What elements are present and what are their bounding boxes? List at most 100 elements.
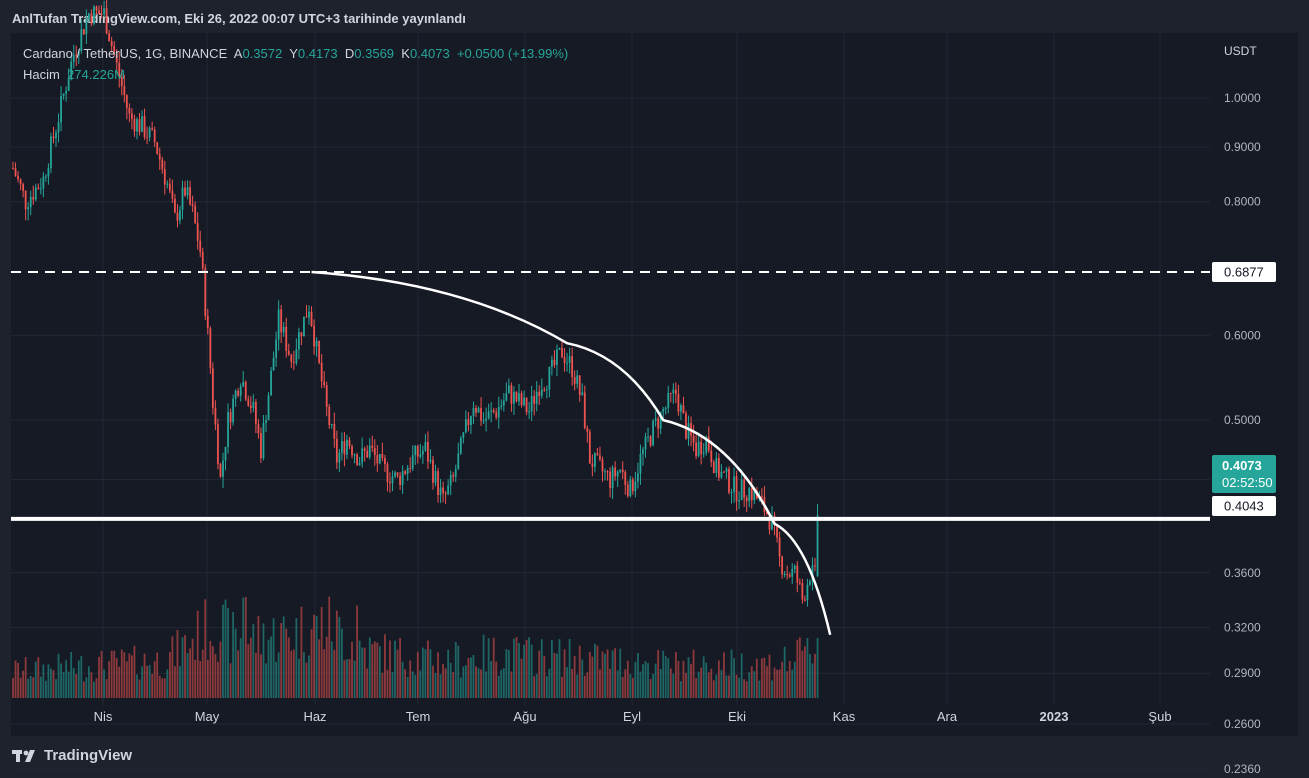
candle-body: [687, 423, 690, 439]
candle-body: [401, 471, 404, 485]
volume-bar: [249, 637, 252, 698]
volume-bar: [335, 610, 338, 698]
volume-bar: [659, 669, 662, 698]
candle-body: [166, 183, 169, 185]
price-axis[interactable]: USDT1.00000.90000.80000.60000.50000.4400…: [1224, 44, 1261, 776]
candle-body: [42, 176, 45, 189]
tradingview-logo[interactable]: TradingView: [12, 747, 132, 764]
candle-body: [419, 454, 422, 457]
volume-bar: [310, 629, 313, 698]
candle-body: [19, 179, 22, 185]
volume-bar: [738, 677, 741, 698]
candle-body: [358, 462, 361, 465]
candle-body: [242, 381, 245, 387]
time-tick-label: Eki: [728, 709, 746, 724]
volume-bar: [535, 673, 538, 698]
volume-bar: [396, 649, 399, 698]
candle-body: [619, 469, 622, 472]
volume-bar: [662, 650, 665, 698]
volume-bar: [497, 675, 500, 698]
candle-body: [472, 407, 475, 417]
volume-bar: [581, 659, 584, 698]
low-value: 0.3569: [354, 46, 395, 61]
change-value: +0.0500 (+13.99%): [456, 46, 569, 61]
volume-bar: [543, 655, 546, 698]
volume-bar: [176, 630, 179, 698]
candle-body: [389, 481, 391, 484]
volume-bar: [414, 674, 417, 698]
volume-bar: [796, 639, 799, 698]
candle-body: [538, 391, 541, 396]
volume-bar: [42, 664, 45, 698]
volume-bar: [287, 637, 290, 698]
candle-body: [586, 428, 589, 432]
candle-body: [75, 54, 78, 56]
candle-body: [788, 574, 791, 577]
volume-bar: [323, 649, 326, 698]
volume-bar: [793, 661, 796, 698]
candle-body: [386, 464, 389, 482]
volume-bar: [391, 671, 394, 698]
volume-bar: [368, 637, 371, 698]
volume-bar: [427, 640, 429, 698]
volume-bar: [712, 680, 715, 698]
volume-bar: [373, 641, 376, 698]
volume-bar: [760, 658, 763, 698]
candle-body: [227, 412, 229, 447]
volume-bar: [77, 660, 80, 698]
candle-body: [338, 452, 341, 463]
candle-body: [487, 411, 490, 419]
volume-bar: [90, 672, 93, 698]
volume-bar: [115, 658, 118, 698]
candle-body: [449, 475, 452, 486]
candle-body: [146, 137, 148, 139]
candle-body: [566, 362, 568, 364]
volume-bar: [27, 678, 30, 698]
volume-bar: [642, 664, 644, 698]
volume-bar: [229, 663, 232, 698]
candle-body: [697, 441, 700, 457]
candle-body: [318, 340, 321, 363]
volume-bar: [300, 606, 303, 698]
price-tick-label: 0.2600: [1224, 717, 1261, 731]
candle-body: [745, 497, 748, 502]
candle-body: [454, 469, 457, 477]
volume-bar: [260, 654, 262, 698]
candle-body: [783, 574, 786, 576]
volume-bar: [730, 649, 733, 698]
candle-body: [118, 62, 121, 78]
candle-body: [29, 196, 32, 208]
volume-bar: [272, 618, 275, 698]
price-tick-label: 0.8000: [1224, 195, 1261, 209]
volume-bar: [723, 652, 725, 698]
candle-body: [505, 393, 508, 401]
volume-bar: [786, 671, 789, 698]
candle-body: [626, 484, 629, 497]
volume-bar: [348, 659, 351, 698]
candle-body: [62, 93, 65, 96]
candle-body: [270, 370, 272, 396]
candle-body: [672, 389, 675, 394]
candle-body: [776, 524, 778, 538]
candle-body: [191, 204, 194, 206]
volume-bar: [573, 655, 576, 698]
candle-body: [110, 41, 113, 46]
candle-body: [335, 438, 338, 463]
time-tick-label: Kas: [833, 709, 856, 724]
candle-body: [277, 309, 280, 340]
volume-bar: [262, 623, 265, 698]
volume-bar: [477, 668, 480, 698]
candle-body: [616, 471, 619, 477]
volume-bar: [664, 656, 667, 698]
candle-body: [131, 113, 133, 119]
volume-bar: [148, 664, 151, 698]
candle-body: [611, 467, 614, 489]
candle-body: [174, 198, 176, 213]
volume-bar: [257, 615, 260, 698]
volume-bar: [351, 641, 353, 698]
volume-bar: [325, 636, 328, 698]
time-axis[interactable]: Nis May Haz Tem Ağu Eyl Eki Kas Ara 2023 Şub: [94, 709, 1172, 724]
volume-bar: [490, 660, 493, 698]
candle-body: [667, 392, 670, 408]
